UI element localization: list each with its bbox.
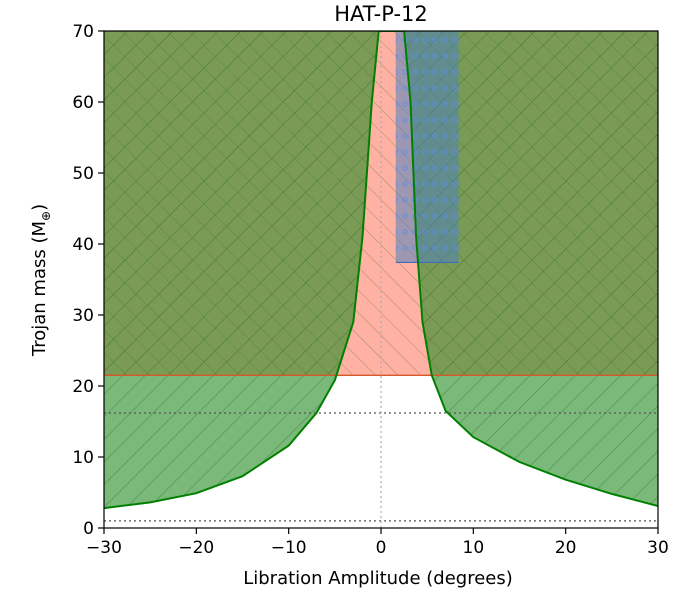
x-tick-label-3: 0	[376, 538, 387, 558]
blue-region-markers	[395, 31, 459, 263]
x-tick-label-4: 10	[463, 538, 485, 558]
green-region-left-hatch	[104, 31, 379, 509]
y-tick-label-5: 50	[72, 164, 94, 184]
boundary-curve	[104, 31, 658, 510]
x-tick-label-1: −20	[178, 538, 214, 558]
green-region-right-hatch	[404, 31, 658, 506]
plot-lines	[104, 31, 658, 528]
y-tick-label-7: 70	[72, 22, 94, 42]
y-tick-label-1: 10	[72, 448, 94, 468]
y-tick-label-4: 40	[72, 235, 94, 255]
x-tick-label-6: 30	[647, 538, 669, 558]
x-tick-label-2: −10	[271, 538, 307, 558]
plot-regions	[104, 31, 658, 509]
x-axis-label: Libration Amplitude (degrees)	[243, 568, 513, 589]
y-tick-label-2: 20	[72, 377, 94, 397]
y-tick-label-0: 0	[83, 519, 94, 539]
x-tick-label-5: 20	[555, 538, 577, 558]
x-tick-label-0: −30	[86, 538, 122, 558]
x-axis: −30 −20 −10 0 10 20 30	[86, 528, 669, 558]
y-axis: 0 10 20 30 40 50 60 70	[72, 22, 104, 539]
y-tick-label-6: 60	[72, 93, 94, 113]
y-axis-label: Trojan mass (M⊕)	[29, 204, 53, 357]
y-tick-label-3: 30	[72, 306, 94, 326]
chart-title: HAT-P-12	[334, 2, 428, 26]
